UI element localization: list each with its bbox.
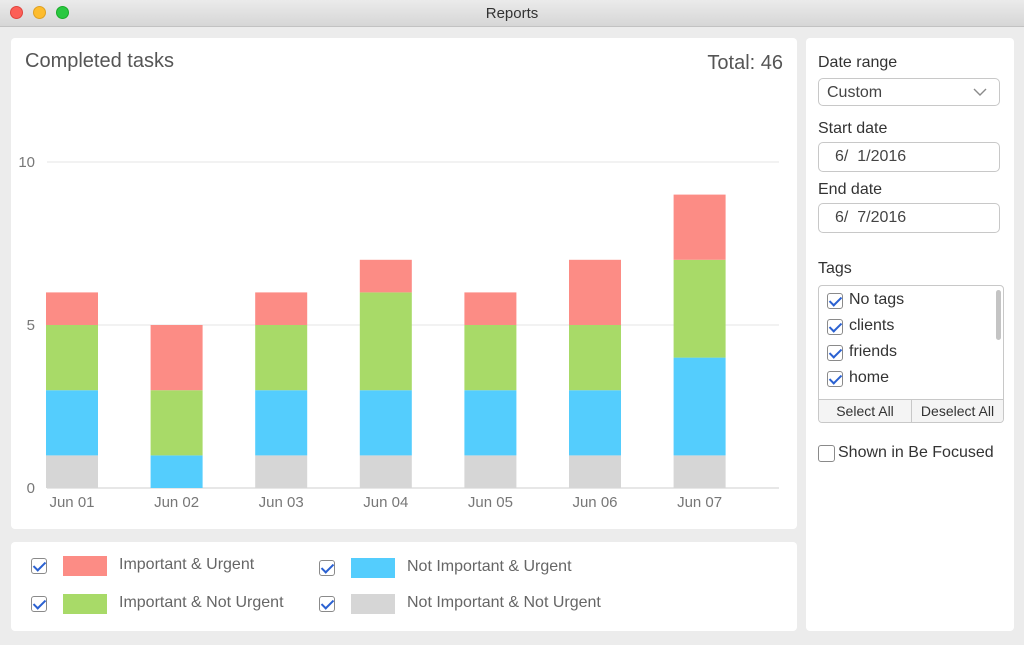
bar-segment bbox=[46, 325, 98, 391]
legend-checkbox-important-urgent[interactable] bbox=[31, 558, 47, 574]
legend-checkbox-not-important-not-urgent[interactable] bbox=[319, 596, 335, 612]
legend-swatch-not-important-urgent bbox=[351, 558, 395, 578]
bar-segment bbox=[359, 390, 412, 456]
tag-checkbox-clients[interactable] bbox=[827, 319, 843, 335]
end-date-label: End date bbox=[818, 181, 883, 198]
chart-total: Total: 46 bbox=[707, 52, 783, 74]
tag-checkbox-friends[interactable] bbox=[827, 345, 843, 361]
bar-segment bbox=[673, 194, 726, 260]
legend-swatch-important-not-urgent bbox=[63, 594, 107, 614]
bar-segment bbox=[569, 390, 621, 456]
x-tick-label: Jun 01 bbox=[49, 494, 94, 511]
select-all-button[interactable]: Select All bbox=[819, 400, 912, 422]
be-focused-label: Shown in Be Focused bbox=[838, 444, 994, 461]
bar-segment bbox=[46, 292, 98, 325]
legend-label-not-important-urgent: Not Important & Urgent bbox=[407, 558, 572, 575]
bar-segment bbox=[569, 325, 621, 391]
bar-segment bbox=[464, 455, 517, 488]
x-tick-label: Jun 05 bbox=[468, 494, 513, 511]
date-range-label: Date range bbox=[818, 54, 898, 71]
end-date-input[interactable] bbox=[835, 209, 985, 227]
deselect-all-button[interactable]: Deselect All bbox=[920, 403, 995, 419]
bar-segment bbox=[673, 259, 726, 358]
start-date-input[interactable] bbox=[835, 148, 985, 166]
bar-segment bbox=[150, 455, 203, 488]
bar-segment bbox=[464, 325, 517, 391]
legend-panel: Important & Urgent Not Important & Urgen… bbox=[11, 542, 797, 631]
legend-checkbox-important-not-urgent[interactable] bbox=[31, 596, 47, 612]
x-tick-label: Jun 02 bbox=[154, 494, 199, 511]
end-date-field[interactable] bbox=[818, 203, 1000, 233]
bar-segment bbox=[150, 325, 203, 391]
y-tick-label: 10 bbox=[18, 154, 35, 171]
tag-label: friends bbox=[849, 343, 898, 360]
legend-checkbox-not-important-urgent[interactable] bbox=[319, 560, 335, 576]
bar-segment bbox=[569, 455, 621, 488]
start-date-field[interactable] bbox=[818, 142, 1000, 172]
bar-segment bbox=[569, 259, 621, 325]
bar-segment bbox=[673, 357, 726, 456]
y-tick-label: 5 bbox=[27, 317, 35, 334]
x-tick-label: Jun 06 bbox=[572, 494, 617, 511]
minimize-window-button[interactable] bbox=[33, 6, 46, 19]
bar-segment bbox=[46, 455, 98, 488]
bar-segment bbox=[150, 390, 203, 456]
be-focused-checkbox[interactable] bbox=[818, 445, 835, 462]
tags-label: Tags bbox=[818, 260, 852, 277]
tag-label: home bbox=[849, 369, 890, 386]
bar-segment bbox=[255, 390, 308, 456]
legend-label-not-important-not-urgent: Not Important & Not Urgent bbox=[407, 594, 601, 611]
start-date-label: Start date bbox=[818, 120, 888, 137]
chevron-down-icon bbox=[973, 88, 987, 96]
bar-segment bbox=[464, 292, 517, 325]
legend-label-important-not-urgent: Important & Not Urgent bbox=[119, 594, 284, 611]
bar-segment bbox=[255, 292, 308, 325]
date-range-value: Custom bbox=[827, 84, 883, 101]
filters-sidebar: Date range Custom Start date End date Ta… bbox=[806, 38, 1014, 631]
legend-label-important-urgent: Important & Urgent bbox=[119, 556, 255, 573]
maximize-window-button[interactable] bbox=[56, 6, 69, 19]
x-tick-label: Jun 07 bbox=[677, 494, 722, 511]
bar-segment bbox=[464, 390, 517, 456]
tags-list[interactable]: No tags clients friends home Select All … bbox=[818, 285, 1004, 423]
x-tick-label: Jun 03 bbox=[259, 494, 304, 511]
window-title: Reports bbox=[485, 5, 539, 22]
title-bar: Reports bbox=[0, 0, 1024, 27]
bar-segment bbox=[359, 455, 412, 488]
legend-swatch-important-urgent bbox=[63, 556, 107, 576]
tags-scrollbar[interactable] bbox=[996, 290, 1001, 340]
tag-label: clients bbox=[849, 317, 895, 334]
completed-tasks-chart: 0 5 10 Jun 01 Jun 02 Jun 03 Jun 04 Jun 05 Jun 06… bbox=[18, 154, 779, 511]
bar-segment bbox=[255, 325, 308, 391]
x-tick-label: Jun 04 bbox=[363, 494, 408, 511]
date-range-select[interactable]: Custom bbox=[818, 78, 1000, 106]
close-window-button[interactable] bbox=[10, 6, 23, 19]
chart-title: Completed tasks bbox=[25, 50, 174, 72]
tag-label: No tags bbox=[849, 291, 905, 308]
tag-checkbox-home[interactable] bbox=[827, 371, 843, 387]
bar-segment bbox=[46, 390, 98, 456]
legend-swatch-not-important-not-urgent bbox=[351, 594, 395, 614]
chart-panel: 0 5 10 Jun 01 Jun 02 Jun 03 Jun 04 Jun 05 Jun 06… bbox=[11, 38, 797, 529]
bar-segment bbox=[359, 259, 412, 293]
bar-segment bbox=[673, 455, 726, 488]
bar-segment bbox=[255, 455, 308, 488]
bar-segment bbox=[359, 292, 412, 391]
tag-checkbox-no-tags[interactable] bbox=[827, 293, 843, 309]
y-tick-label: 0 bbox=[27, 480, 35, 497]
tag-buttons-bar: Select All Deselect All bbox=[819, 399, 1003, 422]
